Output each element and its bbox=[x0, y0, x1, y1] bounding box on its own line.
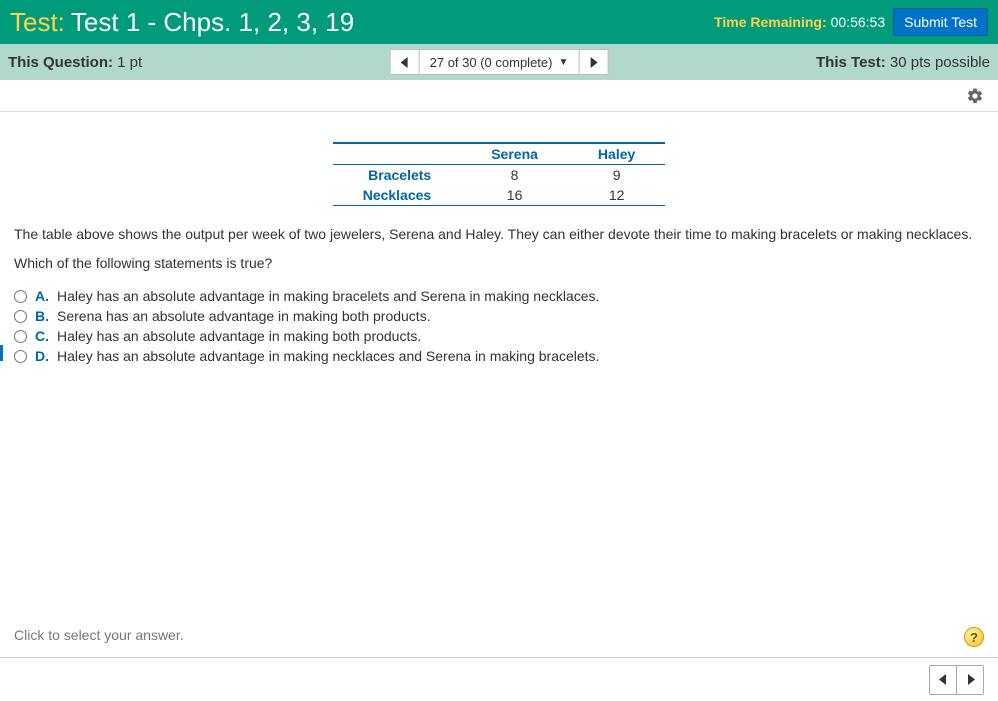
option-text: Haley has an absolute advantage in makin… bbox=[57, 348, 599, 364]
test-points-label: This Test: bbox=[816, 54, 886, 71]
answer-options: A. Haley has an absolute advantage in ma… bbox=[14, 288, 984, 364]
table-row-label: Bracelets bbox=[333, 165, 462, 186]
chevron-right-icon bbox=[966, 674, 975, 685]
answer-radio-a[interactable] bbox=[14, 290, 27, 303]
answer-radio-b[interactable] bbox=[14, 310, 27, 323]
selection-indicator bbox=[0, 345, 3, 361]
test-label: Test: bbox=[10, 7, 65, 38]
bottom-next-button[interactable] bbox=[956, 665, 984, 695]
table-cell: 9 bbox=[568, 165, 665, 186]
chevron-left-icon bbox=[939, 674, 948, 685]
top-bar: Test: Test 1 - Chps. 1, 2, 3, 19 Time Re… bbox=[0, 0, 998, 44]
table-header-cell bbox=[333, 143, 462, 165]
answer-option[interactable]: C. Haley has an absolute advantage in ma… bbox=[14, 328, 984, 344]
option-letter: A. bbox=[35, 288, 51, 304]
caret-down-icon: ▼ bbox=[558, 57, 568, 68]
answer-option[interactable]: A. Haley has an absolute advantage in ma… bbox=[14, 288, 984, 304]
question-points-value: 1 pt bbox=[117, 54, 142, 71]
table-cell: 8 bbox=[461, 165, 568, 186]
question-paragraph: The table above shows the output per wee… bbox=[14, 224, 984, 245]
next-question-button[interactable] bbox=[578, 49, 608, 75]
footer-hint: Click to select your answer. bbox=[14, 627, 184, 643]
option-letter: B. bbox=[35, 308, 51, 324]
bottom-nav bbox=[0, 657, 998, 701]
submit-test-button[interactable]: Submit Test bbox=[893, 8, 988, 36]
test-name: Test 1 - Chps. 1, 2, 3, 19 bbox=[71, 7, 354, 38]
chevron-left-icon bbox=[400, 57, 409, 68]
test-points-value: 30 pts possible bbox=[890, 54, 990, 71]
table-row: Necklaces 16 12 bbox=[333, 185, 666, 206]
option-letter: C. bbox=[35, 328, 51, 344]
answer-option[interactable]: B. Serena has an absolute advantage in m… bbox=[14, 308, 984, 324]
time-remaining-label: Time Remaining: bbox=[714, 14, 827, 30]
table-row: Bracelets 8 9 bbox=[333, 165, 666, 186]
question-points-label: This Question: bbox=[8, 54, 113, 71]
table-row-label: Necklaces bbox=[333, 185, 462, 206]
question-progress-dropdown[interactable]: 27 of 30 (0 complete) ▼ bbox=[420, 49, 579, 75]
option-text: Haley has an absolute advantage in makin… bbox=[57, 328, 421, 344]
sub-bar: This Question: 1 pt 27 of 30 (0 complete… bbox=[0, 44, 998, 80]
table-header-row: Serena Haley bbox=[333, 143, 666, 165]
tool-row bbox=[0, 80, 998, 112]
option-text: Serena has an absolute advantage in maki… bbox=[57, 308, 431, 324]
data-table: Serena Haley Bracelets 8 9 Necklaces 16 … bbox=[333, 142, 666, 206]
content-area: Serena Haley Bracelets 8 9 Necklaces 16 … bbox=[0, 112, 998, 657]
time-remaining-value: 00:56:53 bbox=[831, 14, 886, 30]
table-cell: 12 bbox=[568, 185, 665, 206]
gear-icon[interactable] bbox=[966, 87, 984, 105]
answer-radio-d[interactable] bbox=[14, 350, 27, 363]
answer-radio-c[interactable] bbox=[14, 330, 27, 343]
question-points: This Question: 1 pt bbox=[8, 54, 142, 71]
question-prompt: Which of the following statements is tru… bbox=[14, 253, 984, 274]
answer-option[interactable]: D. Haley has an absolute advantage in ma… bbox=[14, 348, 984, 364]
table-header-cell: Serena bbox=[461, 143, 568, 165]
bottom-prev-button[interactable] bbox=[929, 665, 957, 695]
prev-question-button[interactable] bbox=[390, 49, 420, 75]
table-header-cell: Haley bbox=[568, 143, 665, 165]
question-progress-text: 27 of 30 (0 complete) bbox=[430, 55, 553, 70]
test-points: This Test: 30 pts possible bbox=[816, 54, 990, 71]
option-text: Haley has an absolute advantage in makin… bbox=[57, 288, 599, 304]
option-letter: D. bbox=[35, 348, 51, 364]
table-cell: 16 bbox=[461, 185, 568, 206]
question-nav: 27 of 30 (0 complete) ▼ bbox=[390, 49, 609, 75]
chevron-right-icon bbox=[589, 57, 598, 68]
help-icon[interactable]: ? bbox=[964, 627, 984, 647]
